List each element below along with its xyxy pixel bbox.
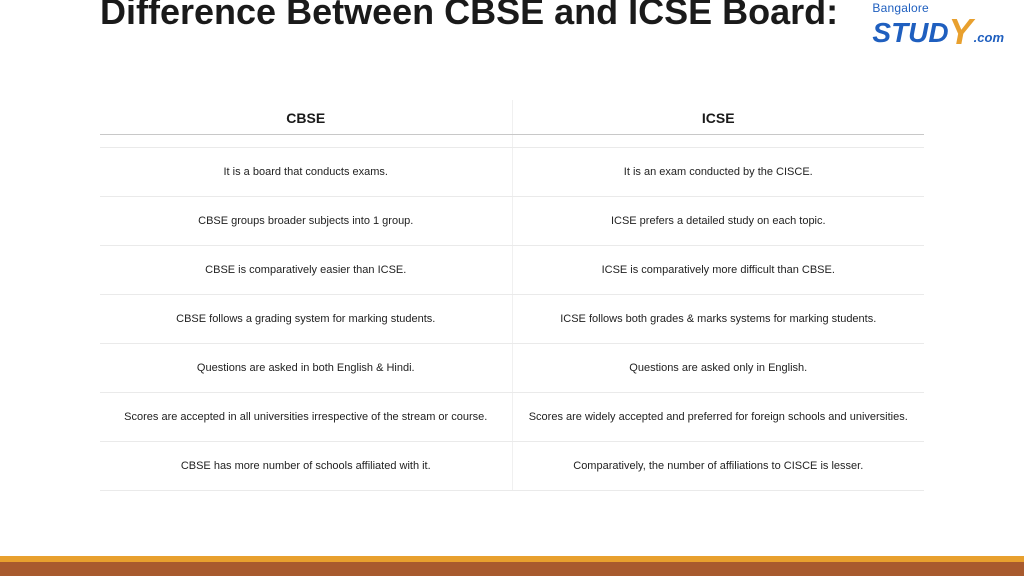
column-header-icse: ICSE bbox=[512, 100, 924, 135]
footer-bar bbox=[0, 556, 1024, 576]
table-row: CBSE is comparatively easier than ICSE.I… bbox=[100, 246, 924, 295]
comparison-table-wrap: CBSE ICSE It is a board that conducts ex… bbox=[100, 100, 924, 491]
cell-icse: ICSE prefers a detailed study on each to… bbox=[512, 197, 924, 246]
cell-icse: ICSE is comparatively more difficult tha… bbox=[512, 246, 924, 295]
cell-cbse: CBSE groups broader subjects into 1 grou… bbox=[100, 197, 512, 246]
table-row: Scores are accepted in all universities … bbox=[100, 393, 924, 442]
cell-icse: Scores are widely accepted and preferred… bbox=[512, 393, 924, 442]
table-header-row: CBSE ICSE bbox=[100, 100, 924, 135]
page-title: Difference Between CBSE and ICSE Board: bbox=[100, 0, 838, 32]
cell-icse: Comparatively, the number of affiliation… bbox=[512, 442, 924, 491]
table-row: CBSE follows a grading system for markin… bbox=[100, 295, 924, 344]
table-body: It is a board that conducts exams.It is … bbox=[100, 148, 924, 491]
cell-cbse: Questions are asked in both English & Hi… bbox=[100, 344, 512, 393]
cell-cbse: CBSE has more number of schools affiliat… bbox=[100, 442, 512, 491]
table-row: Questions are asked in both English & Hi… bbox=[100, 344, 924, 393]
cell-cbse: CBSE follows a grading system for markin… bbox=[100, 295, 512, 344]
column-header-cbse: CBSE bbox=[100, 100, 512, 135]
comparison-table: CBSE ICSE It is a board that conducts ex… bbox=[100, 100, 924, 491]
cell-icse: It is an exam conducted by the CISCE. bbox=[512, 148, 924, 197]
logo-y: Y bbox=[949, 14, 973, 50]
cell-icse: ICSE follows both grades & marks systems… bbox=[512, 295, 924, 344]
footer-accent-bottom bbox=[0, 562, 1024, 576]
table-row: It is a board that conducts exams.It is … bbox=[100, 148, 924, 197]
logo: Bangalore STUDY.com bbox=[872, 2, 1004, 48]
logo-dotcom: .com bbox=[974, 31, 1004, 44]
header-spacer bbox=[100, 135, 924, 148]
cell-icse: Questions are asked only in English. bbox=[512, 344, 924, 393]
table-row: CBSE has more number of schools affiliat… bbox=[100, 442, 924, 491]
table-row: CBSE groups broader subjects into 1 grou… bbox=[100, 197, 924, 246]
cell-cbse: CBSE is comparatively easier than ICSE. bbox=[100, 246, 512, 295]
cell-cbse: Scores are accepted in all universities … bbox=[100, 393, 512, 442]
logo-main-text: STUD bbox=[872, 19, 948, 47]
cell-cbse: It is a board that conducts exams. bbox=[100, 148, 512, 197]
logo-main: STUDY.com bbox=[872, 12, 1004, 48]
header: Difference Between CBSE and ICSE Board: … bbox=[0, 0, 1024, 80]
